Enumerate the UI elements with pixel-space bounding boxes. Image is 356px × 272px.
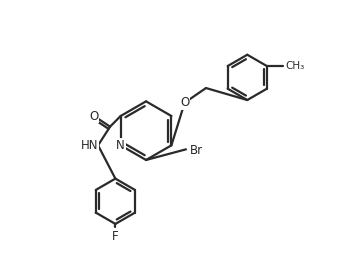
Text: HN: HN bbox=[80, 139, 98, 152]
Text: N: N bbox=[116, 139, 125, 152]
Text: O: O bbox=[89, 110, 99, 122]
Text: F: F bbox=[112, 230, 119, 243]
Text: Br: Br bbox=[190, 144, 203, 157]
Text: O: O bbox=[180, 96, 189, 109]
Text: CH₃: CH₃ bbox=[286, 61, 305, 71]
